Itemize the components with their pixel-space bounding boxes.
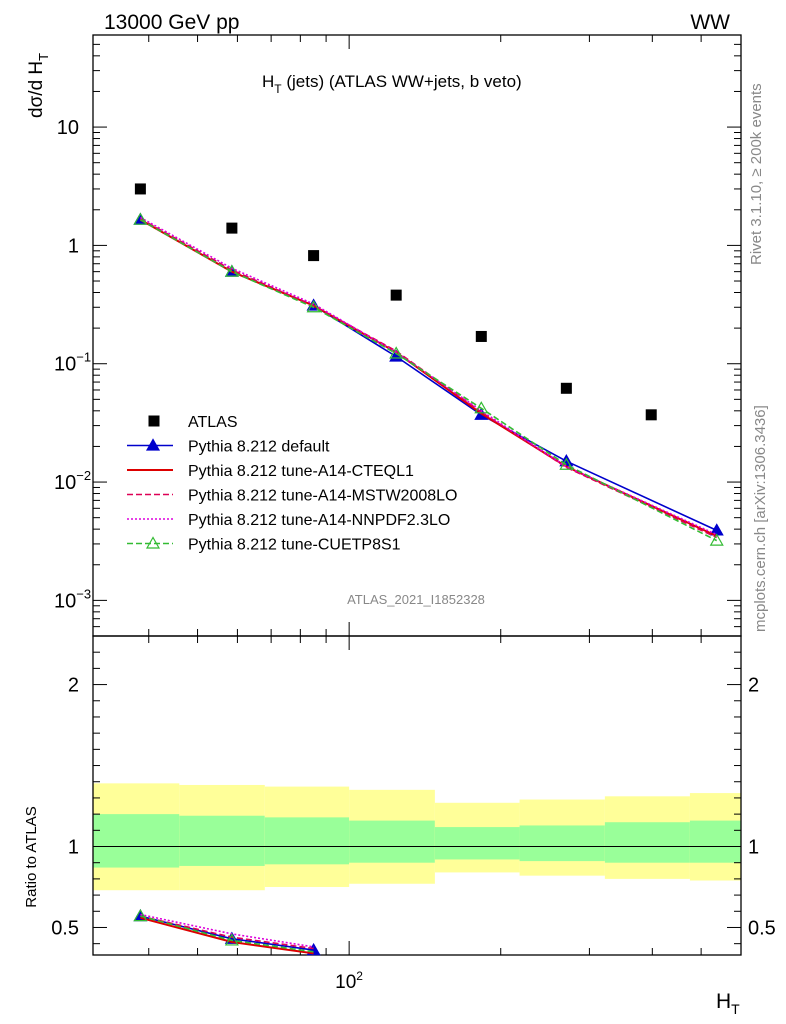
mc-series-marker: [709, 533, 724, 546]
ratio-tick-label-right: 1: [748, 837, 759, 859]
mc-series-marker: [474, 401, 489, 414]
y-tick-label: 10−3: [54, 586, 91, 612]
mc-series-marker: [559, 457, 574, 470]
ratio-band-green: [93, 814, 180, 868]
legend-label: Pythia 8.212 tune-CUETP8S1: [188, 537, 401, 554]
legend-marker: [145, 536, 161, 549]
ratio-tick-label-left: 1: [68, 837, 79, 859]
y-axis-label: dσ/d HT: [26, 53, 51, 118]
legend-label: Pythia 8.212 tune-A14-NNPDF2.3LO: [188, 512, 450, 529]
header-right: WW: [690, 11, 730, 34]
mc-series-marker: [133, 212, 148, 225]
data-point: [308, 250, 320, 262]
analysis-watermark: ATLAS_2021_I1852328: [347, 592, 485, 607]
ratio-band-green: [519, 825, 605, 862]
y-tick-label: 10−1: [54, 350, 91, 376]
legend-marker: [145, 438, 161, 451]
chart-title: HT (jets) (ATLAS WW+jets, b veto): [262, 72, 522, 96]
y-tick-label: 1: [68, 235, 79, 257]
mc-series-line: [140, 218, 718, 539]
ratio-band-green: [264, 817, 350, 865]
ratio-tick-label-left: 0.5: [51, 917, 79, 939]
ratio-band-green: [434, 827, 520, 860]
y-tick-label: 10−2: [54, 468, 91, 494]
data-point: [475, 330, 487, 342]
main-panel: 10 1 10−1 10−2 10−3: [54, 34, 742, 955]
legend-label: Pythia 8.212 tune-A14-CTEQL1: [188, 463, 414, 480]
ratio-series-marker: [133, 908, 148, 922]
ratio-series-marker: [224, 933, 239, 946]
y-tick-label: 10: [57, 117, 79, 139]
data-point: [560, 382, 572, 394]
mc-series-marker: [389, 346, 404, 359]
ratio-panel: 102 0.5 0.5 1 1 2 2: [51, 35, 776, 993]
ratio-frame: [92, 635, 742, 956]
legend: ATLAS Pythia 8.212 default Pythia 8.212 tu…: [127, 414, 457, 554]
ratio-tick-label-right: 2: [748, 675, 759, 697]
ratio-band-green: [604, 822, 690, 863]
mcplots-label: mcplots.cern.ch [arXiv:1306.3436]: [752, 405, 769, 632]
ratio-tick-label-right: 0.5: [748, 917, 776, 939]
ratio-series-line: [140, 916, 314, 955]
data-point: [134, 183, 146, 195]
ratio-band-green: [179, 815, 265, 866]
mc-series-marker: [224, 264, 239, 277]
legend-label: Pythia 8.212 default: [188, 439, 330, 456]
ratio-series-line: [140, 915, 314, 950]
ratio-series-line: [140, 915, 314, 953]
mc-series-marker: [306, 300, 321, 313]
legend-marker-data: [148, 415, 160, 427]
legend-label: ATLAS: [188, 414, 238, 431]
mc-series-line: [140, 219, 718, 542]
data-point: [390, 289, 402, 301]
data-point: [645, 409, 657, 421]
data-point: [226, 222, 238, 234]
header-left: 13000 GeV pp: [104, 11, 239, 34]
mc-series-line: [140, 216, 718, 536]
x-tick-label: 102: [335, 969, 363, 993]
rivet-label: Rivet 3.1.10, ≥ 200k events: [748, 83, 765, 265]
x-axis-label: HT: [716, 990, 740, 1017]
ratio-y-axis-label: Ratio to ATLAS: [23, 806, 40, 907]
legend-label: Pythia 8.212 tune-A14-MSTW2008LO: [188, 488, 457, 505]
ratio-band-green: [349, 820, 435, 863]
ratio-tick-label-left: 2: [68, 675, 79, 697]
ratio-band-green: [689, 820, 741, 863]
